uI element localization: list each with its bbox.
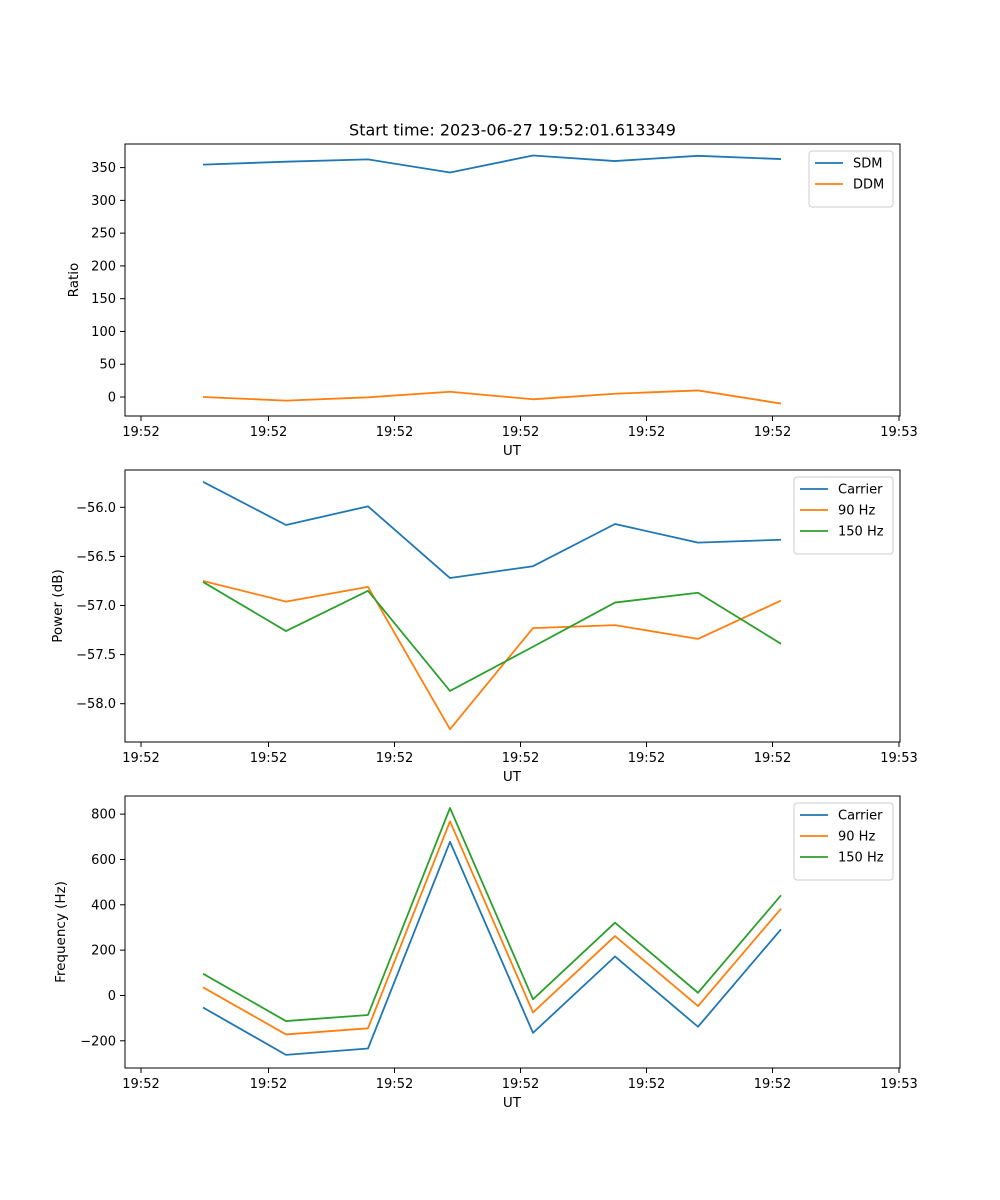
- y-tick-label: 400: [91, 898, 116, 913]
- legend-box: [793, 802, 894, 881]
- x-tick-label: 19:52: [250, 751, 287, 766]
- y-tick-label: 350: [91, 161, 116, 176]
- x-tick-label: 19:52: [628, 751, 665, 766]
- legend-entry: 150 Hz: [838, 851, 884, 866]
- x-tick-label: 19:53: [880, 1077, 917, 1092]
- x-tick-label: 19:52: [754, 751, 791, 766]
- x-tick-label: 19:52: [250, 425, 287, 440]
- y-tick-label: 100: [91, 325, 116, 340]
- x-tick-label: 19:53: [880, 425, 917, 440]
- plot-frame: [124, 469, 901, 743]
- legend-box: [793, 476, 894, 555]
- series-line-carrier: [202, 480, 782, 579]
- x-tick-label: 19:52: [502, 751, 539, 766]
- legend-entry: SDM: [853, 157, 882, 172]
- legend-entry: DDM: [853, 178, 884, 193]
- x-tick-label: 19:52: [502, 425, 539, 440]
- x-tick-label: 19:52: [628, 425, 665, 440]
- subplot-power: 19:52 19:52 19:52 19:52 19:52 19:52 19:53 −56.0…: [50, 469, 918, 785]
- series-line-90-hz: [202, 580, 782, 731]
- legend-entry: Carrier: [838, 483, 883, 498]
- subplot-ratio: 19:52 19:52 19:52 19:52 19:52 19:52 19:53 0 50 10…: [66, 143, 918, 459]
- y-tick-label: −56.0: [76, 501, 116, 516]
- y-tick-label: −57.5: [76, 648, 116, 663]
- series-line-carrier: [202, 840, 782, 1056]
- subplot-frequency: 19:52 19:52 19:52 19:52 19:52 19:52 19:53 −200 0…: [53, 795, 918, 1111]
- x-tick-label: 19:52: [376, 751, 413, 766]
- series-line-150-hz: [202, 581, 782, 692]
- legend-entry: 90 Hz: [838, 504, 875, 519]
- series-line-150-hz: [202, 807, 782, 1022]
- figure-title: Start time: 2023-06-27 19:52:01.613349: [349, 121, 676, 140]
- x-tick-label: 19:52: [122, 1077, 159, 1092]
- x-tick-label: 19:52: [628, 1077, 665, 1092]
- y-tick-label: −56.5: [76, 550, 116, 565]
- x-tick-label: 19:52: [754, 425, 791, 440]
- legend-entry: 90 Hz: [838, 830, 875, 845]
- y-tick-label: 250: [91, 227, 116, 242]
- legend-box: [808, 150, 894, 208]
- y-tick-label: −58.0: [76, 697, 116, 712]
- x-tick-label: 19:52: [376, 425, 413, 440]
- y-tick-label: 50: [99, 358, 116, 373]
- y-tick-label: 600: [91, 853, 116, 868]
- x-tick-label: 19:52: [754, 1077, 791, 1092]
- x-tick-label: 19:52: [122, 425, 159, 440]
- y-tick-label: 800: [91, 808, 116, 823]
- x-tick-label: 19:52: [376, 1077, 413, 1092]
- legend-entry: 150 Hz: [838, 525, 884, 540]
- y-tick-label: 200: [91, 944, 116, 959]
- series-line-ddm: [202, 389, 782, 405]
- x-tick-label: 19:52: [122, 751, 159, 766]
- y-axis-label: Power (dB): [50, 569, 66, 642]
- x-tick-label: 19:52: [502, 1077, 539, 1092]
- y-axis-label: Frequency (Hz): [53, 881, 69, 983]
- plot-frame: [124, 143, 901, 417]
- y-axis-label: Ratio: [66, 263, 82, 298]
- x-axis-label: UT: [503, 443, 522, 459]
- y-tick-label: 200: [91, 259, 116, 274]
- series-line-sdm: [202, 154, 782, 174]
- x-axis-label: UT: [503, 1095, 522, 1111]
- y-tick-label: −57.0: [76, 599, 116, 614]
- x-axis-label: UT: [503, 769, 522, 785]
- y-tick-label: 0: [108, 390, 116, 405]
- y-tick-label: 0: [108, 989, 116, 1004]
- series-line-90-hz: [202, 820, 782, 1036]
- y-tick-label: −200: [80, 1034, 116, 1049]
- x-tick-label: 19:52: [250, 1077, 287, 1092]
- x-tick-label: 19:53: [880, 751, 917, 766]
- y-tick-label: 300: [91, 194, 116, 209]
- legend-entry: Carrier: [838, 809, 883, 824]
- plot-frame: [124, 795, 901, 1069]
- y-tick-label: 150: [91, 292, 116, 307]
